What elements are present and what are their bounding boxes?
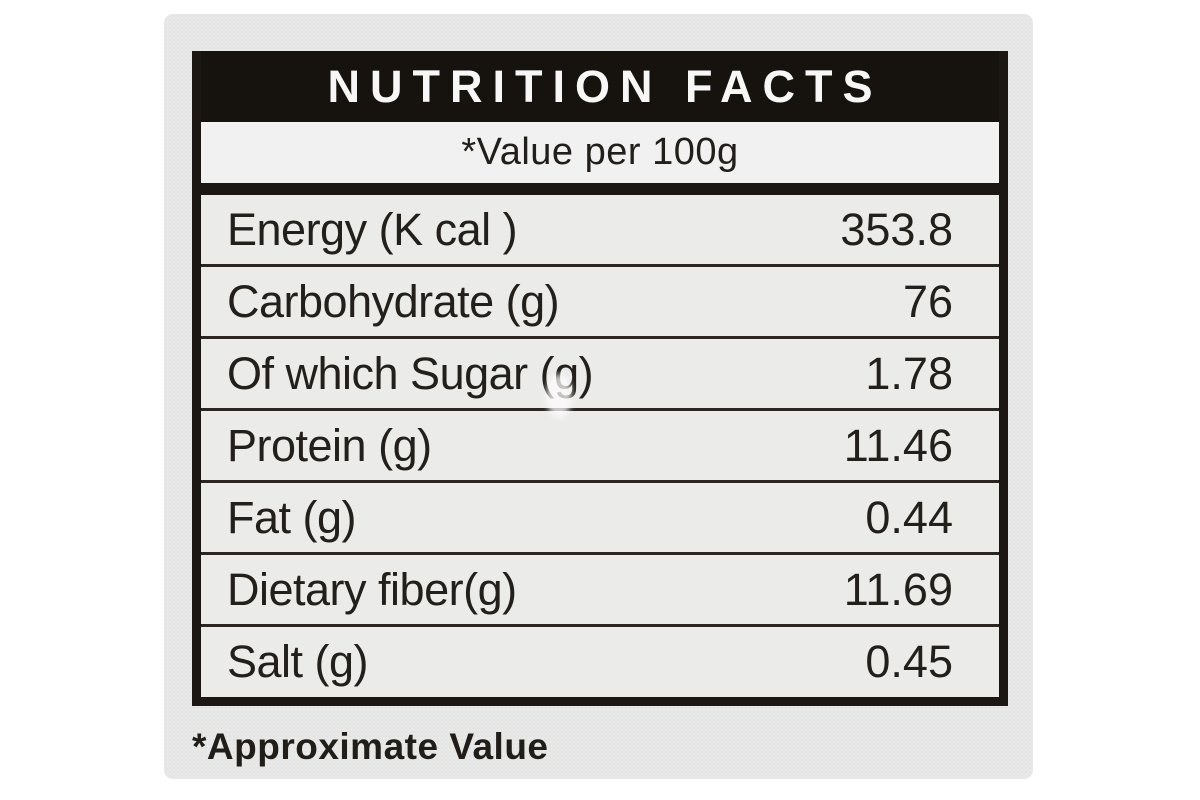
scan-smudge-artifact <box>546 374 572 418</box>
table-row: Protein (g) 11.46 <box>201 411 999 483</box>
nutrient-name: Energy (K cal ) <box>227 203 518 255</box>
nutrient-name: Fat (g) <box>227 491 357 543</box>
nutrient-value: 11.46 <box>843 419 953 471</box>
table-row: Salt (g) 0.45 <box>201 627 999 697</box>
panel-title-bar: NUTRITION FACTS <box>201 51 999 122</box>
nutrient-name: Carbohydrate (g) <box>227 275 560 327</box>
table-row: Energy (K cal ) 353.8 <box>201 195 999 267</box>
nutrition-facts-panel: NUTRITION FACTS *Value per 100g Energy (… <box>192 51 1008 706</box>
nutrient-name: Dietary fiber(g) <box>227 563 517 615</box>
nutrient-name: Of which Sugar (g) <box>227 347 594 399</box>
nutrient-value: 11.69 <box>843 563 953 615</box>
nutrition-label-photo: NUTRITION FACTS *Value per 100g Energy (… <box>164 14 1033 779</box>
table-row: Dietary fiber(g) 11.69 <box>201 555 999 627</box>
table-row: Carbohydrate (g) 76 <box>201 267 999 339</box>
nutrient-name: Salt (g) <box>227 636 369 687</box>
table-row: Fat (g) 0.44 <box>201 483 999 555</box>
serving-note-row: *Value per 100g <box>201 122 999 183</box>
table-row: Of which Sugar (g) 1.78 <box>201 339 999 411</box>
panel-title: NUTRITION FACTS <box>327 60 883 112</box>
approximate-value-note: *Approximate Value <box>192 726 549 767</box>
header-divider <box>201 183 999 195</box>
nutrient-name: Protein (g) <box>227 419 432 471</box>
nutrient-value: 0.45 <box>865 636 953 687</box>
nutrient-rows: Energy (K cal ) 353.8 Carbohydrate (g) 7… <box>201 195 999 697</box>
nutrient-value: 353.8 <box>840 203 953 255</box>
nutrient-value: 76 <box>902 275 953 327</box>
nutrient-value: 0.44 <box>865 491 953 543</box>
serving-note: *Value per 100g <box>461 131 739 173</box>
nutrient-value: 1.78 <box>865 347 953 399</box>
